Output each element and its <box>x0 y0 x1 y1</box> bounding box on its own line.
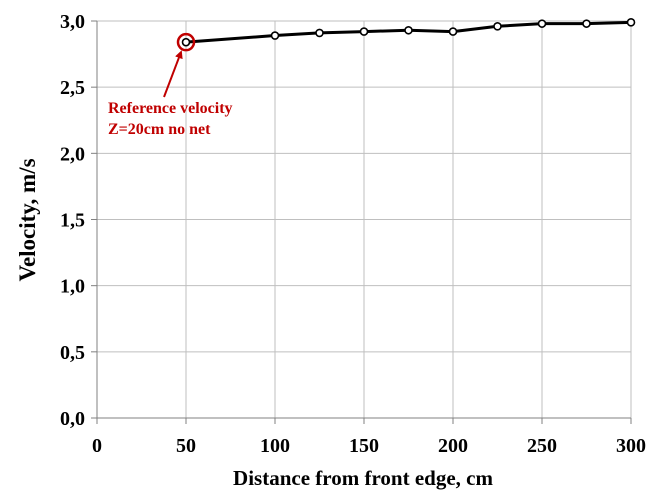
annotation-text: Z=20cm no net <box>108 121 211 138</box>
x-tick-label: 100 <box>260 435 290 457</box>
data-point <box>626 18 636 27</box>
data-point <box>181 37 191 47</box>
data-point <box>537 19 547 28</box>
x-tick-label: 0 <box>92 435 102 457</box>
annotation-text: Reference velocity <box>108 100 233 117</box>
y-tick-label: 2,5 <box>60 77 85 99</box>
tick-labels: 0,0 0,5 1,0 1,5 2,0 2,5 3,0 0 50 100 150 200 250 300 <box>60 11 646 457</box>
data-point <box>359 27 369 36</box>
highlight-ring <box>176 32 196 52</box>
y-tick-label: 0,5 <box>60 342 85 364</box>
series-line <box>185 20 632 44</box>
data-point <box>448 27 458 36</box>
x-tick-label: 150 <box>349 435 379 457</box>
axes <box>91 20 632 424</box>
data-point <box>582 19 591 28</box>
data-point <box>493 21 502 31</box>
y-tick-label: 1,0 <box>60 276 85 298</box>
data-point <box>270 31 280 40</box>
data-point <box>404 25 413 35</box>
y-tick-label: 3,0 <box>60 11 85 33</box>
data-series <box>181 18 636 47</box>
x-tick-label: 50 <box>176 435 196 457</box>
grid-lines <box>97 20 632 419</box>
data-point <box>315 28 324 38</box>
x-tick-label: 250 <box>527 435 557 457</box>
y-tick-label: 1,5 <box>60 210 85 232</box>
x-axis-title: Distance from front edge, cm <box>233 466 493 490</box>
y-axis-title: Velocity, m/s <box>15 158 40 281</box>
annotation-arrow <box>163 50 183 98</box>
annotation: Reference velocity Z=20cm no net <box>108 32 233 138</box>
y-tick-label: 2,0 <box>60 143 85 165</box>
x-tick-label: 300 <box>616 435 646 457</box>
y-tick-label: 0,0 <box>60 408 85 430</box>
x-tick-label: 200 <box>438 435 468 457</box>
